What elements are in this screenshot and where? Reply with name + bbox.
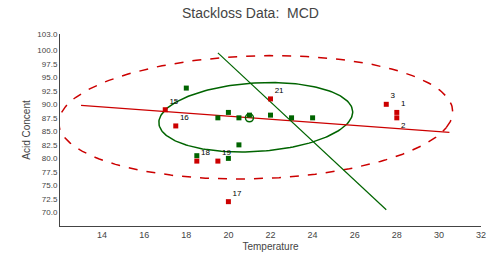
svg-text:92.5: 92.5 [42, 87, 58, 96]
svg-text:97.5: 97.5 [42, 60, 58, 69]
svg-text:Acid Concent: Acid Concent [21, 100, 32, 160]
svg-text:22: 22 [265, 230, 275, 240]
svg-text:18: 18 [181, 230, 191, 240]
svg-text:90.0: 90.0 [42, 100, 58, 109]
svg-text:87.5: 87.5 [42, 114, 58, 123]
svg-text:16: 16 [139, 230, 149, 240]
svg-text:20: 20 [223, 230, 233, 240]
svg-text:32: 32 [476, 230, 486, 240]
svg-text:3: 3 [390, 91, 395, 100]
svg-text:19: 19 [222, 148, 231, 157]
svg-text:103.0: 103.0 [37, 30, 58, 39]
svg-text:70.0: 70.0 [42, 208, 58, 217]
svg-text:Stackloss Data: MCD: Stackloss Data: MCD [182, 5, 319, 21]
svg-text:26: 26 [350, 230, 360, 240]
svg-text:28: 28 [392, 230, 402, 240]
svg-text:24: 24 [308, 230, 318, 240]
svg-text:1: 1 [401, 99, 406, 108]
svg-text:85.0: 85.0 [42, 127, 58, 136]
svg-text:30: 30 [434, 230, 444, 240]
svg-text:100.0: 100.0 [37, 46, 58, 55]
svg-text:15: 15 [169, 97, 178, 106]
svg-text:77.5: 77.5 [42, 168, 58, 177]
svg-text:2: 2 [401, 121, 406, 130]
svg-text:Temperature: Temperature [242, 241, 299, 252]
svg-text:75.0: 75.0 [42, 181, 58, 190]
svg-text:95.0: 95.0 [42, 73, 58, 82]
svg-text:80.0: 80.0 [42, 154, 58, 163]
svg-text:18: 18 [201, 148, 210, 157]
svg-text:21: 21 [275, 86, 284, 95]
svg-text:14: 14 [97, 230, 107, 240]
svg-text:72.5: 72.5 [42, 195, 58, 204]
svg-text:17: 17 [233, 189, 242, 198]
svg-text:16: 16 [180, 113, 189, 122]
svg-text:82.5: 82.5 [42, 141, 58, 150]
